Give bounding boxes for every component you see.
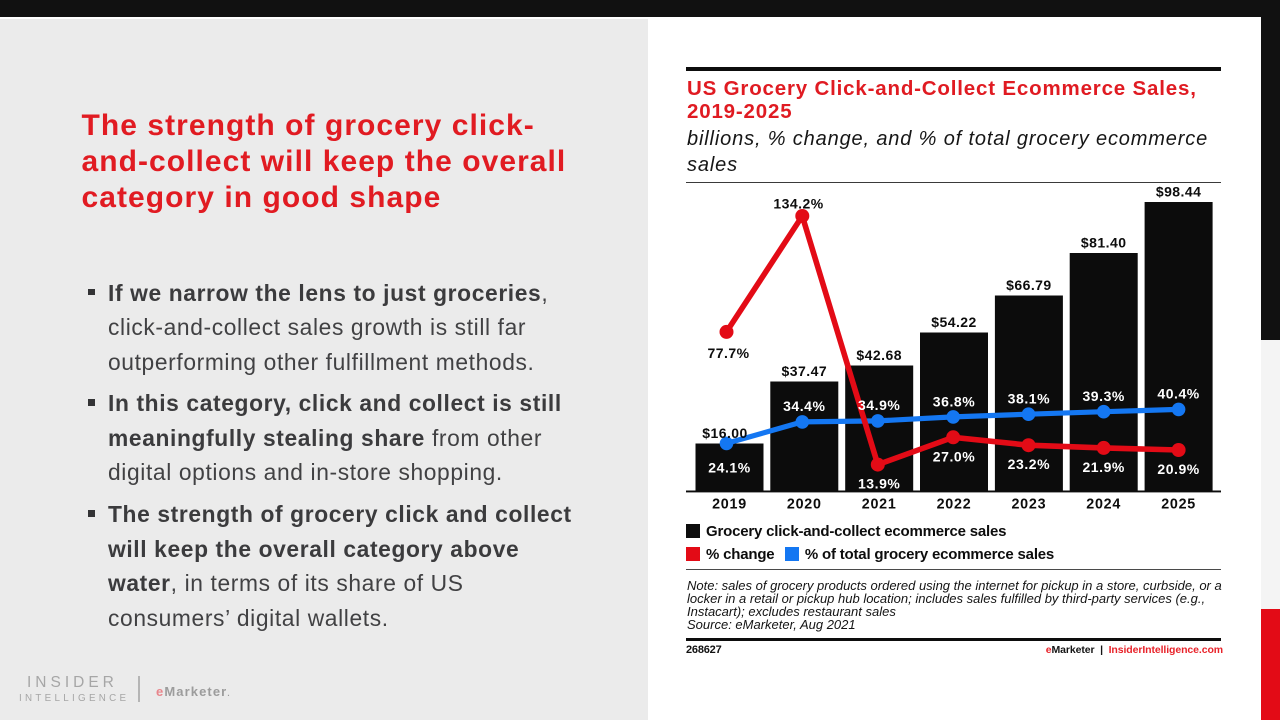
svg-text:2022: 2022 [937,497,972,513]
svg-text:$81.40: $81.40 [1081,235,1127,251]
svg-text:36.8%: 36.8% [933,394,975,410]
svg-text:$37.47: $37.47 [782,363,828,379]
svg-text:2020: 2020 [787,497,822,513]
svg-text:20.9%: 20.9% [1157,461,1199,477]
svg-text:$66.79: $66.79 [1006,277,1052,293]
svg-text:21.9%: 21.9% [1082,459,1124,475]
svg-text:2023: 2023 [1011,497,1046,513]
svg-text:2019: 2019 [712,497,747,513]
svg-text:38.1%: 38.1% [1008,390,1050,406]
svg-text:2025: 2025 [1161,497,1196,513]
svg-text:34.4%: 34.4% [783,398,825,414]
svg-text:$42.68: $42.68 [856,347,902,363]
svg-text:40.4%: 40.4% [1157,386,1199,402]
svg-text:2024: 2024 [1086,497,1121,513]
svg-text:$16.00: $16.00 [702,425,748,441]
svg-text:$98.44: $98.44 [1156,184,1202,200]
svg-text:24.1%: 24.1% [708,460,750,476]
svg-text:77.7%: 77.7% [708,345,750,361]
svg-text:134.2%: 134.2% [773,196,823,212]
svg-text:39.3%: 39.3% [1082,388,1124,404]
svg-text:$54.22: $54.22 [931,314,977,330]
svg-text:34.9%: 34.9% [858,397,900,413]
svg-text:27.0%: 27.0% [933,448,975,464]
svg-text:23.2%: 23.2% [1008,456,1050,472]
svg-text:2021: 2021 [862,497,897,513]
svg-text:13.9%: 13.9% [858,476,900,492]
